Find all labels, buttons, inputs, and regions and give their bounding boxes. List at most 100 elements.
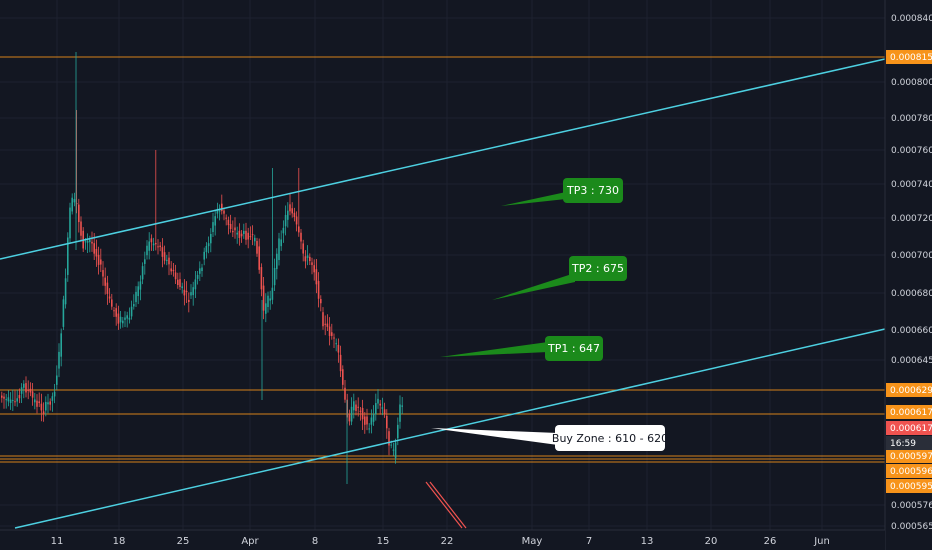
candle [315,258,318,294]
price-axis[interactable]: 0.000840 0.000800 0.000780 0.000760 0.000740… [884,0,932,550]
candle [256,237,258,257]
candle [265,293,267,323]
candle [342,365,344,390]
candle [36,394,38,414]
candle [359,406,362,421]
candle [350,397,353,426]
callout-buy-zone[interactable]: Buy Zone : 610 - 620 [431,425,668,451]
candle [326,314,329,331]
callout-tp2[interactable]: TP2 : 675 [492,256,627,300]
candle [381,397,384,416]
price-tick-label: 0.000680 [891,289,932,299]
candle [38,392,40,408]
candle [117,305,120,330]
candle [69,202,71,244]
candle [196,270,199,285]
callout-tp2-box [569,256,627,281]
candle [269,290,271,310]
candle [67,232,69,282]
price-tick-label: 0.000700 [891,251,932,261]
candle [146,240,148,260]
candle [104,267,106,295]
candle [34,392,36,410]
callout-tp3[interactable]: TP3 : 730 [501,178,623,206]
callout-tp1[interactable]: TP1 : 647 [440,336,603,361]
candle [9,392,12,410]
candle [284,205,287,236]
candle [53,384,56,404]
candle [100,248,102,272]
price-level-badge: 0.000815 [886,50,932,64]
candle [273,258,276,291]
candle [185,281,188,303]
channel-lines [0,58,886,529]
candle [106,275,109,305]
callout-buy-zone-text: Buy Zone : 610 - 620 [552,432,668,445]
date-tick-label: 11 [51,536,64,547]
svg-text:16:59: 16:59 [890,439,916,449]
candle [333,333,335,348]
candle [221,194,223,215]
lower-channel-line[interactable] [14,328,886,529]
candle [348,409,351,426]
candle [353,393,355,419]
callout-annotations: TP3 : 730 TP2 : 675 TP1 : 647 Buy Zone :… [431,178,668,451]
candle [159,241,161,252]
price-tick-label: 0.000720 [891,214,932,224]
date-axis[interactable]: 11 18 25 Apr 8 15 22 May 7 13 20 26 Jun [0,529,885,550]
candle [27,380,29,400]
date-tick-label: Apr [241,536,259,547]
candle [295,211,298,232]
candle [386,409,388,439]
callout-tp1-text: TP1 : 647 [547,342,600,355]
candle [62,295,65,331]
date-tick-label: 26 [764,536,777,547]
upper-channel-line[interactable] [0,58,886,260]
candle [370,409,373,434]
price-level-badge: 0.000595 [886,479,932,493]
candle [289,193,291,216]
candle [276,248,278,280]
candle [194,270,197,298]
candle [214,209,216,236]
price-tick-label: 0.000740 [891,180,932,190]
candle [113,306,115,318]
callout-buy-zone-pointer [431,428,558,445]
callout-tp2-text: TP2 : 675 [571,262,624,275]
candle [73,192,76,207]
price-tick-label: 0.000565 [891,522,932,532]
date-axis-background [0,530,885,550]
candle [227,216,230,235]
candle [377,389,379,409]
date-tick-label: 8 [312,536,318,547]
candle [64,268,67,309]
price-level-badge: 0.000596 [886,464,932,478]
candle [47,393,49,414]
candle [267,291,269,313]
candle [372,405,375,426]
candle [130,300,133,320]
candle [379,399,381,415]
candle [324,315,326,336]
candle [225,214,227,226]
candle [344,380,346,403]
candle [335,338,337,352]
candle [177,272,179,289]
price-tick-label: 0.000800 [891,78,932,88]
candle [124,311,126,327]
current-price-badge: 0.000617 [886,421,932,435]
candle [115,303,117,326]
candle [137,281,139,305]
price-tick-label: 0.000780 [891,114,932,124]
candle [40,393,43,422]
candle [254,234,256,246]
price-tick-labels: 0.000840 0.000800 0.000780 0.000760 0.000740… [891,14,932,532]
candle [322,307,324,330]
date-tick-label: May [522,536,543,547]
candle [199,261,201,282]
candle [95,239,98,267]
candle [337,338,340,363]
